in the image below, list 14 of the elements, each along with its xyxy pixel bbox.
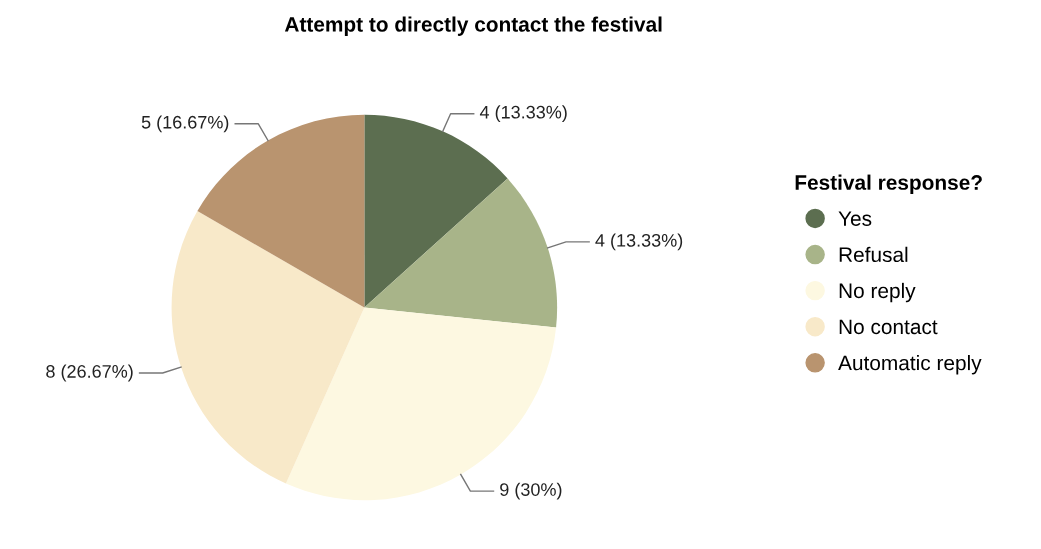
pie-slice: [364, 178, 558, 328]
data-label: 9 (30%): [500, 482, 562, 500]
legend-label: No reply: [839, 282, 916, 303]
data-label: 8 (26.67%): [46, 364, 133, 382]
legend-label: Automatic reply: [838, 355, 982, 375]
legend-label: Refusal: [839, 246, 908, 263]
legend-title: Festival response?: [795, 174, 982, 194]
pie-slice: [171, 211, 365, 484]
data-label: 4 (13.33%): [595, 233, 683, 251]
data-label: 4 (13.33%): [479, 105, 567, 123]
legend-label: No contact: [839, 319, 938, 335]
chart-title: Attempt to directly contact the festival: [284, 16, 662, 36]
legend-label: Yes: [838, 211, 872, 226]
data-label: 5 (16.67%): [141, 115, 229, 133]
